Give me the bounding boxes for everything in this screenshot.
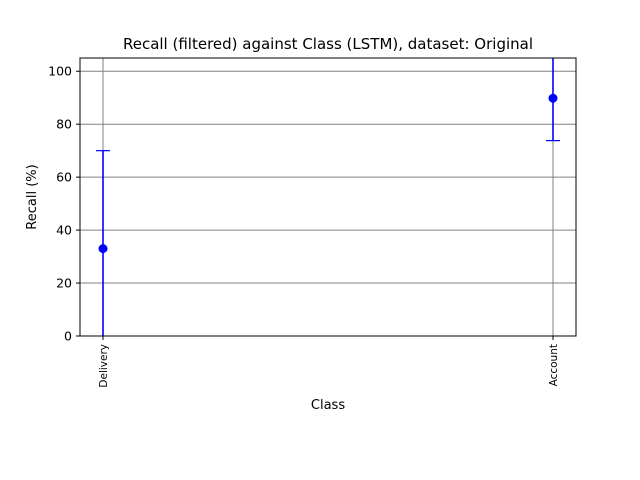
- x-axis-ticks: Delivery Account: [98, 336, 560, 388]
- data-marks: [96, 58, 560, 336]
- x-axis-label: Class: [311, 398, 345, 413]
- y-tick-label: 40: [56, 223, 72, 238]
- y-tick-label: 100: [48, 64, 72, 79]
- y-tick-label: 0: [64, 329, 72, 344]
- x-tick-label: Delivery: [98, 344, 110, 388]
- x-tick-label: Account: [548, 344, 560, 386]
- data-point: [98, 244, 108, 254]
- chart-title: Recall (filtered) against Class (LSTM), …: [123, 35, 533, 53]
- y-axis-ticks: 0 20 40 60 80 100: [48, 64, 80, 344]
- y-tick-label: 20: [56, 276, 72, 291]
- plot-frame: [79, 57, 577, 337]
- y-tick-label: 60: [56, 170, 72, 185]
- y-tick-label: 80: [56, 117, 72, 132]
- data-point: [548, 93, 558, 103]
- plot-area: [80, 58, 576, 336]
- y-axis-label: Recall (%): [25, 164, 40, 229]
